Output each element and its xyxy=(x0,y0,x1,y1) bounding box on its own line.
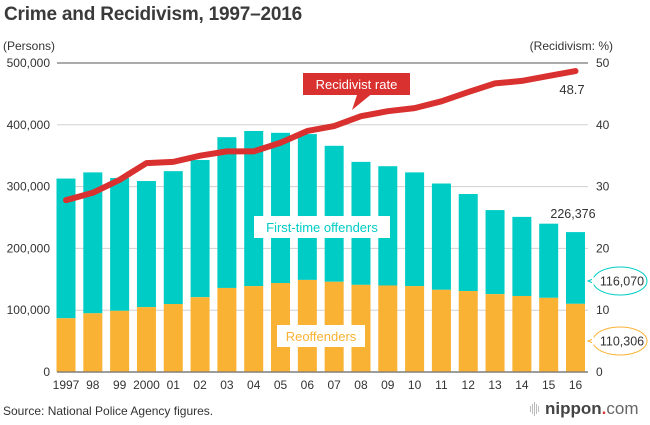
x-tick: 2000 xyxy=(133,378,160,392)
y-tick-right: 50 xyxy=(596,56,610,70)
recidivist-rate-line xyxy=(63,68,579,204)
y-tick-left: 400,000 xyxy=(7,118,51,132)
bar-first-time-01 xyxy=(163,171,183,305)
nippon-logo[interactable]: nippon. com xyxy=(530,399,639,419)
y-axis-label-left: (Persons) xyxy=(3,39,55,53)
bar-reoffenders-12 xyxy=(458,291,478,372)
first-time-label-bg xyxy=(254,216,390,238)
x-tick: 98 xyxy=(86,378,100,392)
x-tick: 06 xyxy=(301,378,315,392)
bar-first-time-03 xyxy=(217,137,237,288)
x-tick: 09 xyxy=(381,378,395,392)
y-tick-right: 0 xyxy=(596,365,603,379)
bar-first-time-1997 xyxy=(56,178,76,319)
bar-reoffenders-11 xyxy=(431,289,451,372)
bar-first-time-12 xyxy=(458,194,478,292)
bars xyxy=(56,130,585,372)
x-tick: 04 xyxy=(247,378,261,392)
chart-title: Crime and Recidivism, 1997–2016 xyxy=(4,4,302,25)
x-tick: 16 xyxy=(569,378,583,392)
y-tick-right: 40 xyxy=(596,118,610,132)
x-tick: 99 xyxy=(113,378,127,392)
chart-canvas: 0100,000200,000300,000400,000500,0000102… xyxy=(3,39,648,392)
reoffenders-label-bg xyxy=(277,325,365,347)
bar-reoffenders-16 xyxy=(566,303,585,372)
logo-mark-icon xyxy=(530,402,539,416)
first-time-2016-mask xyxy=(592,277,600,285)
logo-tld: com xyxy=(606,399,639,418)
bar-first-time-05 xyxy=(271,132,291,284)
y-tick-right: 30 xyxy=(596,180,610,194)
x-tick: 13 xyxy=(488,378,502,392)
first-time-label: First-time offenders xyxy=(266,220,378,235)
total-2016-label: 226,376 xyxy=(550,207,595,221)
bar-reoffenders-01 xyxy=(163,304,183,372)
reoffenders-label: Reoffenders xyxy=(286,329,357,344)
x-tick: 1997 xyxy=(53,378,80,392)
x-tick: 03 xyxy=(220,378,234,392)
bar-first-time-16 xyxy=(566,232,585,304)
y-tick-left: 0 xyxy=(43,365,50,379)
bar-first-time-14 xyxy=(512,216,532,296)
x-tick: 08 xyxy=(354,378,368,392)
x-tick: 07 xyxy=(327,378,341,392)
x-tick: 14 xyxy=(515,378,529,392)
bar-reoffenders-1997 xyxy=(56,318,76,372)
logo-dot: . xyxy=(601,399,607,418)
bar-first-time-07 xyxy=(324,145,344,282)
bar-reoffenders-04 xyxy=(244,286,264,372)
axes: 0100,000200,000300,000400,000500,0000102… xyxy=(3,39,613,392)
bar-first-time-2000 xyxy=(136,181,156,308)
annotations: Recidivist rate 48.7 First-time offenders R… xyxy=(254,73,648,356)
bar-first-time-11 xyxy=(431,183,451,290)
x-tick: 01 xyxy=(167,378,181,392)
y-tick-left: 200,000 xyxy=(7,241,51,255)
y-axis-label-right: (Recidivism: %) xyxy=(530,39,613,53)
y-tick-right: 10 xyxy=(596,303,610,317)
bar-first-time-04 xyxy=(244,130,264,287)
x-tick: 05 xyxy=(274,378,288,392)
x-tick: 11 xyxy=(435,378,448,392)
bar-first-time-02 xyxy=(190,160,210,298)
y-tick-left: 100,000 xyxy=(7,303,51,317)
rate-callout-label: Recidivist rate xyxy=(316,77,398,92)
rate-callout-box xyxy=(303,73,410,95)
y-tick-left: 300,000 xyxy=(7,180,51,194)
x-tick: 02 xyxy=(193,378,207,392)
bar-reoffenders-2000 xyxy=(136,307,156,372)
y-tick-left: 500,000 xyxy=(7,56,51,70)
bar-reoffenders-15 xyxy=(539,297,559,372)
rate-callout-pointer xyxy=(352,92,374,110)
bar-first-time-99 xyxy=(110,177,130,311)
reoffenders-2016-value: 110,306 xyxy=(600,335,644,349)
source-note: Source: National Police Agency figures. xyxy=(3,404,214,418)
bar-reoffenders-98 xyxy=(83,313,103,372)
x-tick: 12 xyxy=(462,378,476,392)
bar-reoffenders-09 xyxy=(378,285,398,372)
x-tick: 15 xyxy=(542,378,556,392)
bar-reoffenders-02 xyxy=(190,297,210,372)
x-tick: 10 xyxy=(408,378,422,392)
bar-reoffenders-10 xyxy=(405,286,425,372)
bar-first-time-15 xyxy=(539,223,559,298)
bar-reoffenders-14 xyxy=(512,295,532,372)
recidivist-rate-path xyxy=(63,68,579,204)
bar-reoffenders-99 xyxy=(110,310,130,372)
y-tick-right: 20 xyxy=(596,241,610,255)
rate-2016-label: 48.7 xyxy=(559,82,584,97)
bar-reoffenders-13 xyxy=(485,294,505,372)
logo-brand: nippon xyxy=(545,399,602,418)
bar-first-time-13 xyxy=(485,210,505,295)
bar-reoffenders-03 xyxy=(217,287,237,372)
bar-first-time-98 xyxy=(83,172,103,314)
first-time-2016-value: 116,070 xyxy=(600,275,644,289)
bar-first-time-10 xyxy=(405,172,425,287)
bar-first-time-06 xyxy=(297,134,317,280)
reoffenders-2016-mask xyxy=(592,337,600,345)
